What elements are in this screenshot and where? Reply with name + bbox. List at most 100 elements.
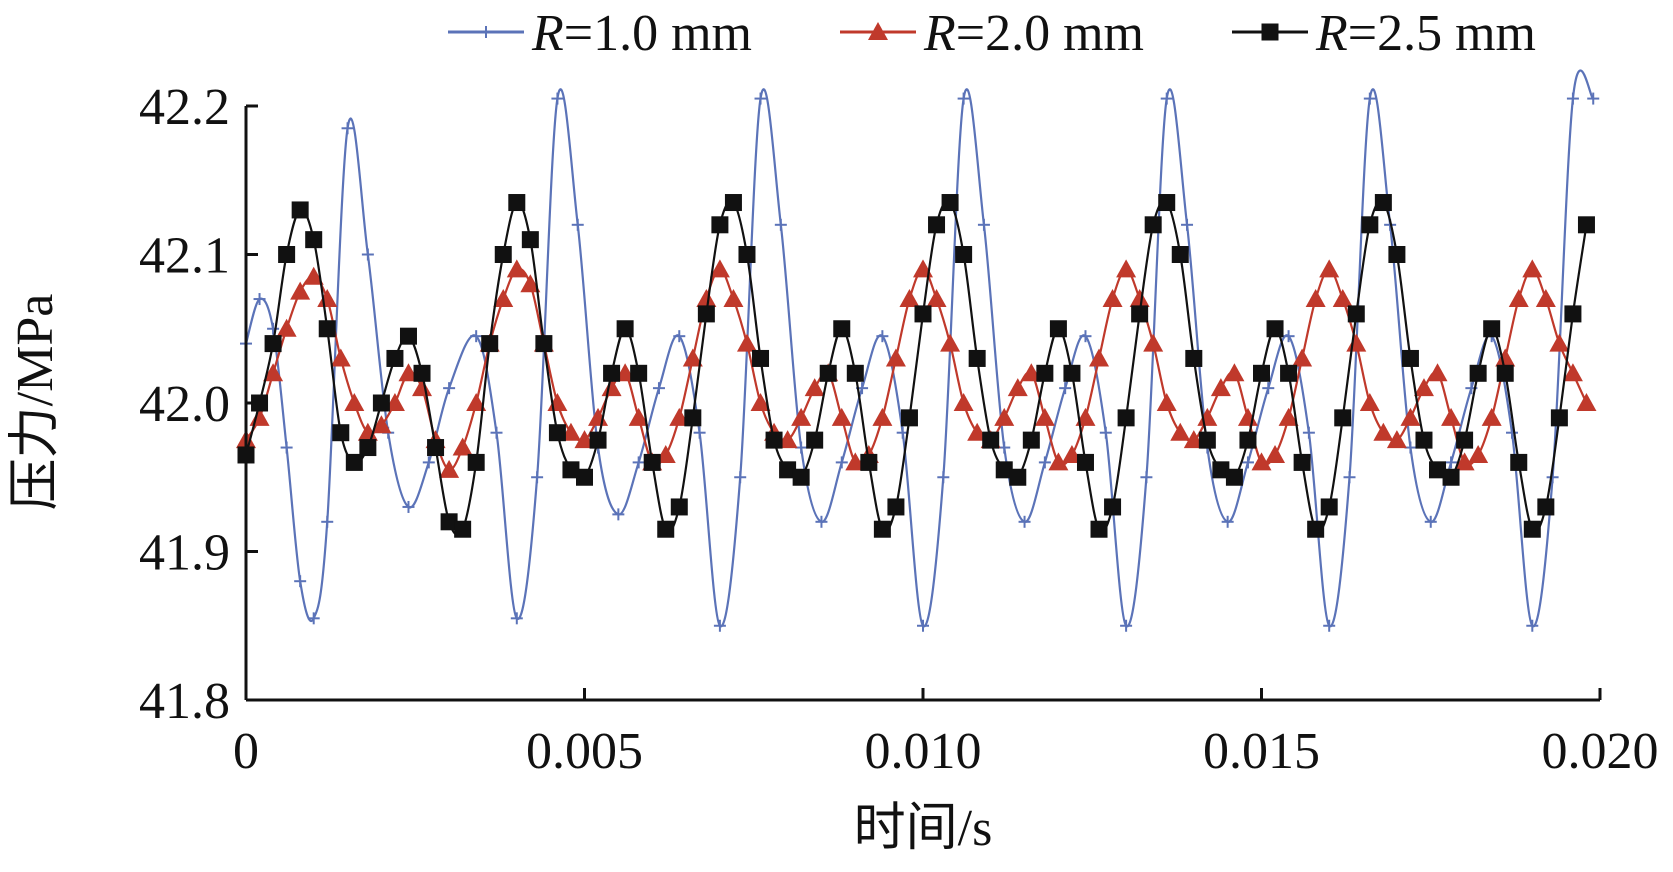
data-point: [510, 612, 523, 625]
data-point: [632, 456, 645, 469]
data-point: [490, 426, 503, 439]
data-point: [1117, 409, 1135, 427]
data-point: [669, 407, 690, 426]
data-point: [1537, 498, 1555, 516]
data-point: [1278, 407, 1299, 426]
data-point: [1415, 431, 1433, 449]
data-point: [1469, 364, 1487, 382]
data-point: [612, 508, 625, 521]
data-point: [1292, 348, 1313, 367]
data-point: [734, 471, 747, 484]
series-3: [237, 194, 1595, 538]
data-point: [1496, 364, 1514, 382]
data-point: [520, 274, 541, 293]
data-point: [873, 520, 891, 538]
data-point: [344, 393, 365, 411]
data-point: [723, 289, 744, 308]
data-point: [402, 500, 415, 513]
data-point: [493, 289, 514, 308]
data-point: [1523, 520, 1541, 538]
data-point: [928, 216, 946, 234]
data-point: [1038, 456, 1051, 469]
data-point: [1239, 431, 1257, 449]
data-point: [280, 441, 293, 454]
data-point: [1140, 471, 1153, 484]
data-point: [1347, 305, 1365, 323]
data-point: [736, 333, 757, 352]
legend-item-2: R=2.0 mm: [840, 5, 1144, 62]
data-point: [574, 430, 595, 449]
data-point: [1576, 393, 1597, 411]
data-point: [711, 216, 729, 234]
data-point: [1171, 246, 1189, 263]
y-tick-label: 41.8: [139, 673, 230, 730]
x-tick-label: 0.010: [865, 723, 982, 780]
data-point: [330, 348, 351, 367]
legend-label-rest: =1.0 mm: [564, 5, 752, 62]
data-point: [1265, 444, 1286, 463]
data-point: [900, 409, 918, 427]
data-point: [263, 363, 284, 382]
data-point: [278, 246, 296, 263]
data-point: [361, 248, 374, 261]
data-point: [994, 407, 1015, 426]
data-point: [398, 363, 419, 382]
data-point: [291, 201, 309, 219]
data-point: [1212, 461, 1230, 479]
legend-label-italic: R: [1315, 5, 1348, 62]
data-point: [1305, 289, 1326, 308]
data-point: [1445, 456, 1458, 469]
data-point: [371, 415, 392, 434]
x-tick-label: 0.015: [1203, 723, 1320, 780]
data-point: [1185, 349, 1203, 367]
data-point: [1413, 378, 1434, 397]
data-point: [697, 305, 715, 323]
data-point: [630, 364, 648, 382]
data-point: [693, 426, 706, 439]
data-point: [1198, 431, 1216, 449]
data-point: [603, 364, 621, 382]
data-point: [774, 218, 787, 231]
axes: [244, 106, 1600, 702]
data-point: [615, 363, 636, 382]
data-point: [995, 461, 1013, 479]
series-1: [240, 69, 1600, 632]
data-point: [709, 259, 730, 278]
data-point: [1510, 453, 1528, 471]
data-point: [267, 322, 280, 335]
data-point: [305, 231, 323, 249]
data-point: [1120, 619, 1133, 632]
data-point: [521, 231, 539, 249]
data-point: [317, 289, 338, 308]
data-point: [1156, 393, 1177, 411]
data-point: [548, 424, 566, 442]
data-point: [1373, 422, 1394, 441]
data-point: [294, 575, 307, 588]
data-point: [1549, 333, 1570, 352]
y-axis-title: 压力/MPa: [7, 294, 64, 511]
data-point: [1374, 194, 1392, 212]
data-point: [1429, 461, 1447, 479]
legend-label-rest: =2.5 mm: [1348, 5, 1536, 62]
data-point: [290, 281, 311, 300]
data-point: [1034, 407, 1055, 426]
data-point: [815, 515, 828, 528]
data-point: [506, 259, 527, 278]
data-point: [1577, 216, 1595, 234]
data-point: [359, 439, 377, 457]
data-point: [754, 92, 767, 105]
legend-label: R=1.0 mm: [531, 5, 752, 62]
data-point: [1550, 409, 1568, 427]
data-point: [466, 393, 487, 411]
data-point: [845, 452, 866, 471]
data-point: [1386, 430, 1407, 449]
data-point: [1221, 515, 1234, 528]
data-point: [833, 320, 851, 338]
data-point: [1401, 349, 1419, 367]
data-point: [1483, 320, 1501, 338]
data-point: [1587, 92, 1600, 105]
data-point: [1224, 363, 1245, 382]
data-point: [1334, 409, 1352, 427]
legend-label-italic: R: [531, 5, 564, 62]
